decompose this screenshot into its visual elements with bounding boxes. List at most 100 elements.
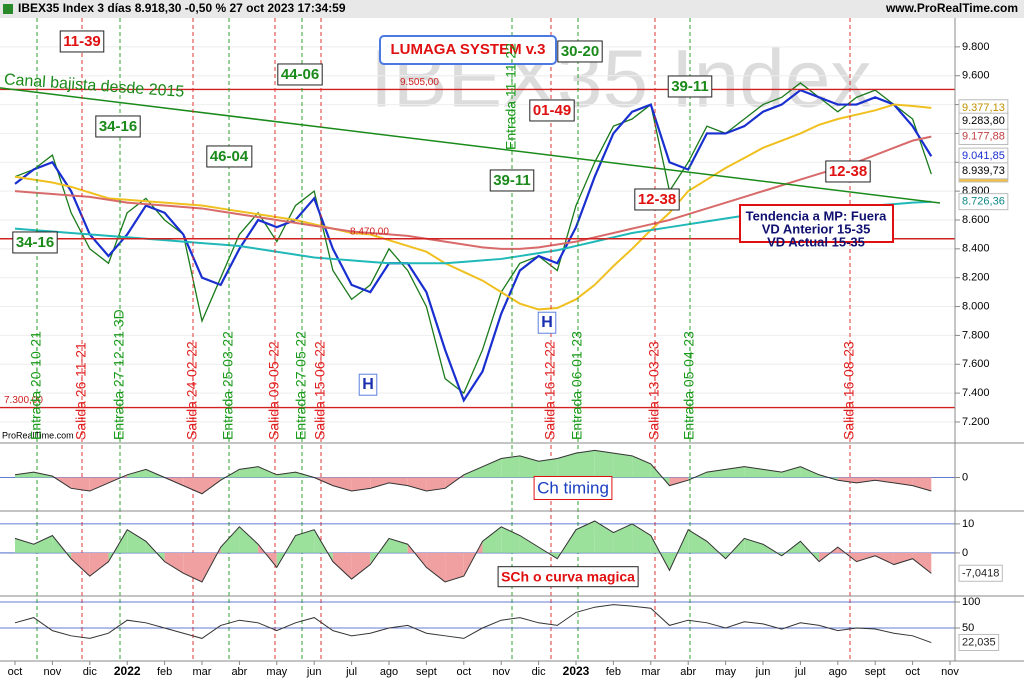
area-segment — [351, 552, 371, 580]
y-tick-label: 7.400 — [962, 387, 990, 399]
area-segment — [127, 469, 146, 478]
area-segment — [71, 552, 90, 577]
y-tick-label: 9.800 — [962, 41, 990, 53]
area-segment — [127, 529, 146, 553]
value-label: 22,035 — [962, 636, 996, 648]
area-segment — [482, 526, 502, 553]
x-tick-label: may — [715, 666, 736, 678]
event-label: Salida 09-05-22 — [266, 341, 282, 440]
event-label: Salida 16-08-23 — [841, 341, 857, 440]
value-label: 9.177,88 — [962, 131, 1005, 143]
annotation: 34-16 — [16, 234, 54, 251]
area-segment — [33, 535, 53, 553]
y-tick-label: 0 — [962, 471, 968, 483]
area-segment — [164, 552, 184, 574]
panel-title: SCh o curva magica — [501, 569, 635, 585]
area-segment — [594, 450, 614, 478]
y-tick-label: 100 — [962, 596, 980, 608]
event-label: Salida 24-02-22 — [184, 341, 200, 440]
event-label: Entrada 27-12-21 3D — [111, 309, 127, 440]
event-label: Entrada 06-01-23 — [569, 331, 585, 440]
credit: ProRealTime.com — [2, 430, 74, 440]
x-tick-label: jun — [306, 666, 322, 678]
area-segment — [463, 466, 483, 478]
x-tick-label: nov — [941, 666, 959, 678]
area-segment — [632, 523, 651, 553]
trend-label: VD Anterior 15-35 — [762, 221, 871, 236]
y-tick-label: 8.000 — [962, 300, 990, 312]
price-label: 9.283,80 — [962, 115, 1005, 127]
area-segment — [856, 552, 876, 562]
annotation: 39-11 — [671, 78, 709, 95]
area-segment — [276, 472, 296, 478]
y-tick-label: 7.200 — [962, 416, 990, 428]
annotation-box — [95, 115, 141, 138]
area-segment — [89, 552, 109, 577]
series-line — [14, 449, 932, 495]
panel-title: Ch timing — [537, 478, 609, 497]
value-label: 8.726,36 — [962, 196, 1005, 208]
y-tick-label: 10 — [962, 518, 974, 530]
annotation-box — [529, 99, 575, 122]
x-tick-label: jul — [345, 666, 357, 678]
x-tick-label: mar — [641, 666, 660, 678]
value-label-box — [958, 193, 1009, 211]
x-tick-label: oct — [8, 666, 23, 678]
trend-label: Tendencia a MP: Fuera — [746, 208, 887, 223]
area-segment — [669, 477, 689, 486]
annotation: 34-16 — [99, 118, 137, 135]
area-segment — [576, 520, 595, 553]
app-icon — [3, 4, 13, 14]
area-segment — [407, 477, 427, 492]
panel-title-box — [533, 475, 613, 500]
y-tick-label: 8.600 — [962, 214, 990, 226]
price-label-box — [958, 112, 1009, 130]
x-tick-label: sept — [865, 666, 886, 678]
area-segment — [613, 523, 633, 553]
annotation-box — [12, 231, 58, 254]
area-segment — [351, 477, 371, 492]
system-box — [379, 35, 557, 65]
y-tick-label: 50 — [962, 622, 974, 634]
area-segment — [725, 466, 745, 478]
area-segment — [912, 477, 932, 492]
value-label-box — [958, 633, 1000, 651]
x-tick-label: mar — [193, 666, 212, 678]
annotation: 44-06 — [281, 66, 319, 83]
area-segment — [744, 466, 763, 478]
event-label: Entrada 25-03-22 — [220, 331, 236, 440]
level-label: 8.470,00 — [350, 226, 389, 237]
area-segment — [202, 477, 221, 494]
y-tick-label: 8.200 — [962, 272, 990, 284]
series-line — [14, 520, 932, 583]
event-label: Entrada 20-10-21 — [28, 331, 44, 440]
level-label: 9.505,00 — [400, 77, 439, 88]
price-label-box — [958, 162, 1009, 180]
value-label: 9.377,13 — [962, 102, 1005, 114]
area-segment — [837, 477, 857, 483]
x-tick-label: sept — [416, 666, 437, 678]
chart-title: IBEX35 Index 3 días 8.918,30 -0,50 % 27 … — [18, 1, 346, 15]
panel-title-box — [497, 566, 639, 588]
area-segment — [183, 477, 202, 494]
area-segment — [856, 477, 876, 483]
area-segment — [800, 466, 820, 478]
area-segment — [538, 458, 558, 478]
event-label: Salida 16-12-22 — [542, 341, 558, 440]
x-tick-label: jul — [794, 666, 806, 678]
area-segment — [89, 477, 109, 492]
x-tick-label: oct — [905, 666, 920, 678]
marker-box — [537, 311, 557, 334]
x-tick-label: ago — [829, 666, 847, 678]
area-segment — [706, 469, 726, 478]
area-segment — [912, 552, 932, 574]
system-label: LUMAGA SYSTEM v.3 — [390, 41, 545, 58]
annotation: 12-38 — [829, 163, 867, 180]
x-tick-label: feb — [606, 666, 621, 678]
area-segment — [632, 455, 651, 478]
event-label: Salida 13-03-23 — [646, 341, 662, 440]
area-segment — [258, 466, 277, 478]
x-tick-label: abr — [680, 666, 696, 678]
